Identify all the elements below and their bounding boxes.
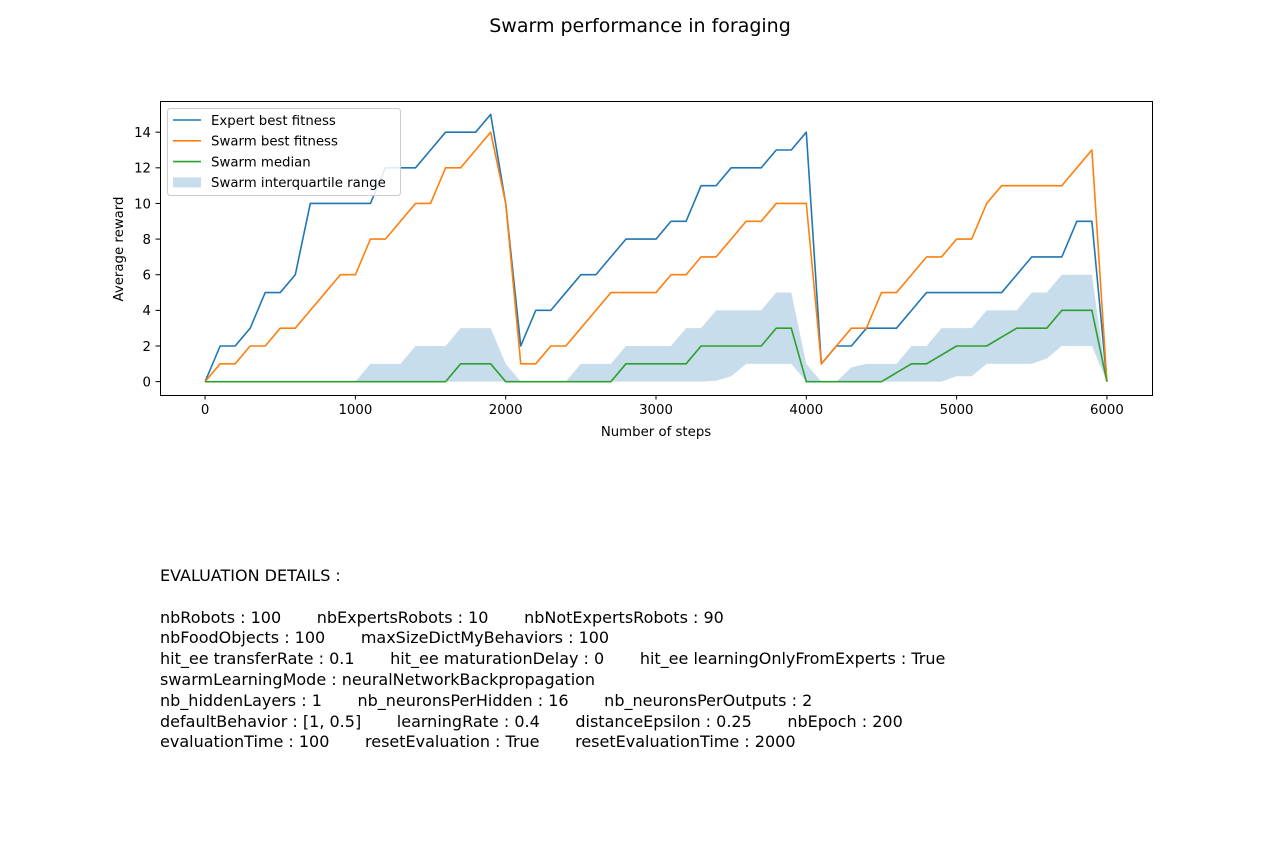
details-row: swarmLearningMode : neuralNetworkBackpro… bbox=[160, 669, 596, 689]
legend: Expert best fitness Swarm best fitness Swa… bbox=[167, 108, 401, 196]
x-tick-label: 1000 bbox=[338, 403, 372, 418]
y-tick-label: 14 bbox=[134, 126, 151, 141]
y-tick-label: 6 bbox=[143, 269, 151, 284]
evaluation-details: EVALUATION DETAILS : nbRobots : 100 nbEx… bbox=[160, 566, 945, 753]
y-tick-label: 12 bbox=[134, 162, 151, 177]
details-row: nb_hiddenLayers : 1 nb_neuronsPerHidden … bbox=[160, 690, 813, 710]
series-line-1 bbox=[204, 113, 1108, 382]
legend-swatch bbox=[173, 177, 201, 188]
y-tick-label: 0 bbox=[143, 375, 151, 390]
legend-label: Swarm median bbox=[211, 155, 311, 170]
details-row: nbFoodObjects : 100 maxSizeDictMyBehavio… bbox=[160, 628, 610, 648]
y-tick-label: 2 bbox=[143, 340, 151, 355]
y-tick-label: 4 bbox=[143, 304, 151, 319]
chart-title: Swarm performance in foraging bbox=[489, 15, 791, 37]
x-tick-label: 0 bbox=[201, 403, 209, 418]
x-tick-label: 3000 bbox=[639, 403, 673, 418]
y-tick-label: 8 bbox=[143, 233, 151, 248]
x-tick-label: 4000 bbox=[789, 403, 823, 418]
x-tick-label: 5000 bbox=[940, 403, 974, 418]
details-row: defaultBehavior : [1, 0.5] learningRate … bbox=[160, 711, 903, 731]
legend-label: Swarm best fitness bbox=[211, 135, 338, 150]
legend-frame bbox=[167, 108, 401, 196]
legend-label: Expert best fitness bbox=[211, 114, 336, 129]
series-line-2 bbox=[204, 131, 1108, 383]
x-axis-label: Number of steps bbox=[601, 425, 711, 440]
iqr-band bbox=[205, 274, 1107, 382]
details-row: nbRobots : 100 nbExpertsRobots : 10 nbNo… bbox=[160, 607, 724, 627]
details-row: evaluationTime : 100 resetEvaluation : T… bbox=[160, 732, 796, 752]
x-tick-label: 2000 bbox=[489, 403, 523, 418]
x-tick-label: 6000 bbox=[1090, 403, 1124, 418]
chart: Swarm performance in foraging 0 1000 2000 3… bbox=[112, 15, 1153, 440]
details-row: hit_ee transferRate : 0.1 hit_ee maturat… bbox=[160, 649, 946, 669]
legend-label: Swarm interquartile range bbox=[211, 176, 386, 191]
details-heading: EVALUATION DETAILS : bbox=[160, 566, 341, 585]
y-tick-label: 10 bbox=[134, 197, 151, 212]
series-line-3 bbox=[205, 309, 1108, 383]
y-axis-label: Average reward bbox=[112, 197, 127, 302]
